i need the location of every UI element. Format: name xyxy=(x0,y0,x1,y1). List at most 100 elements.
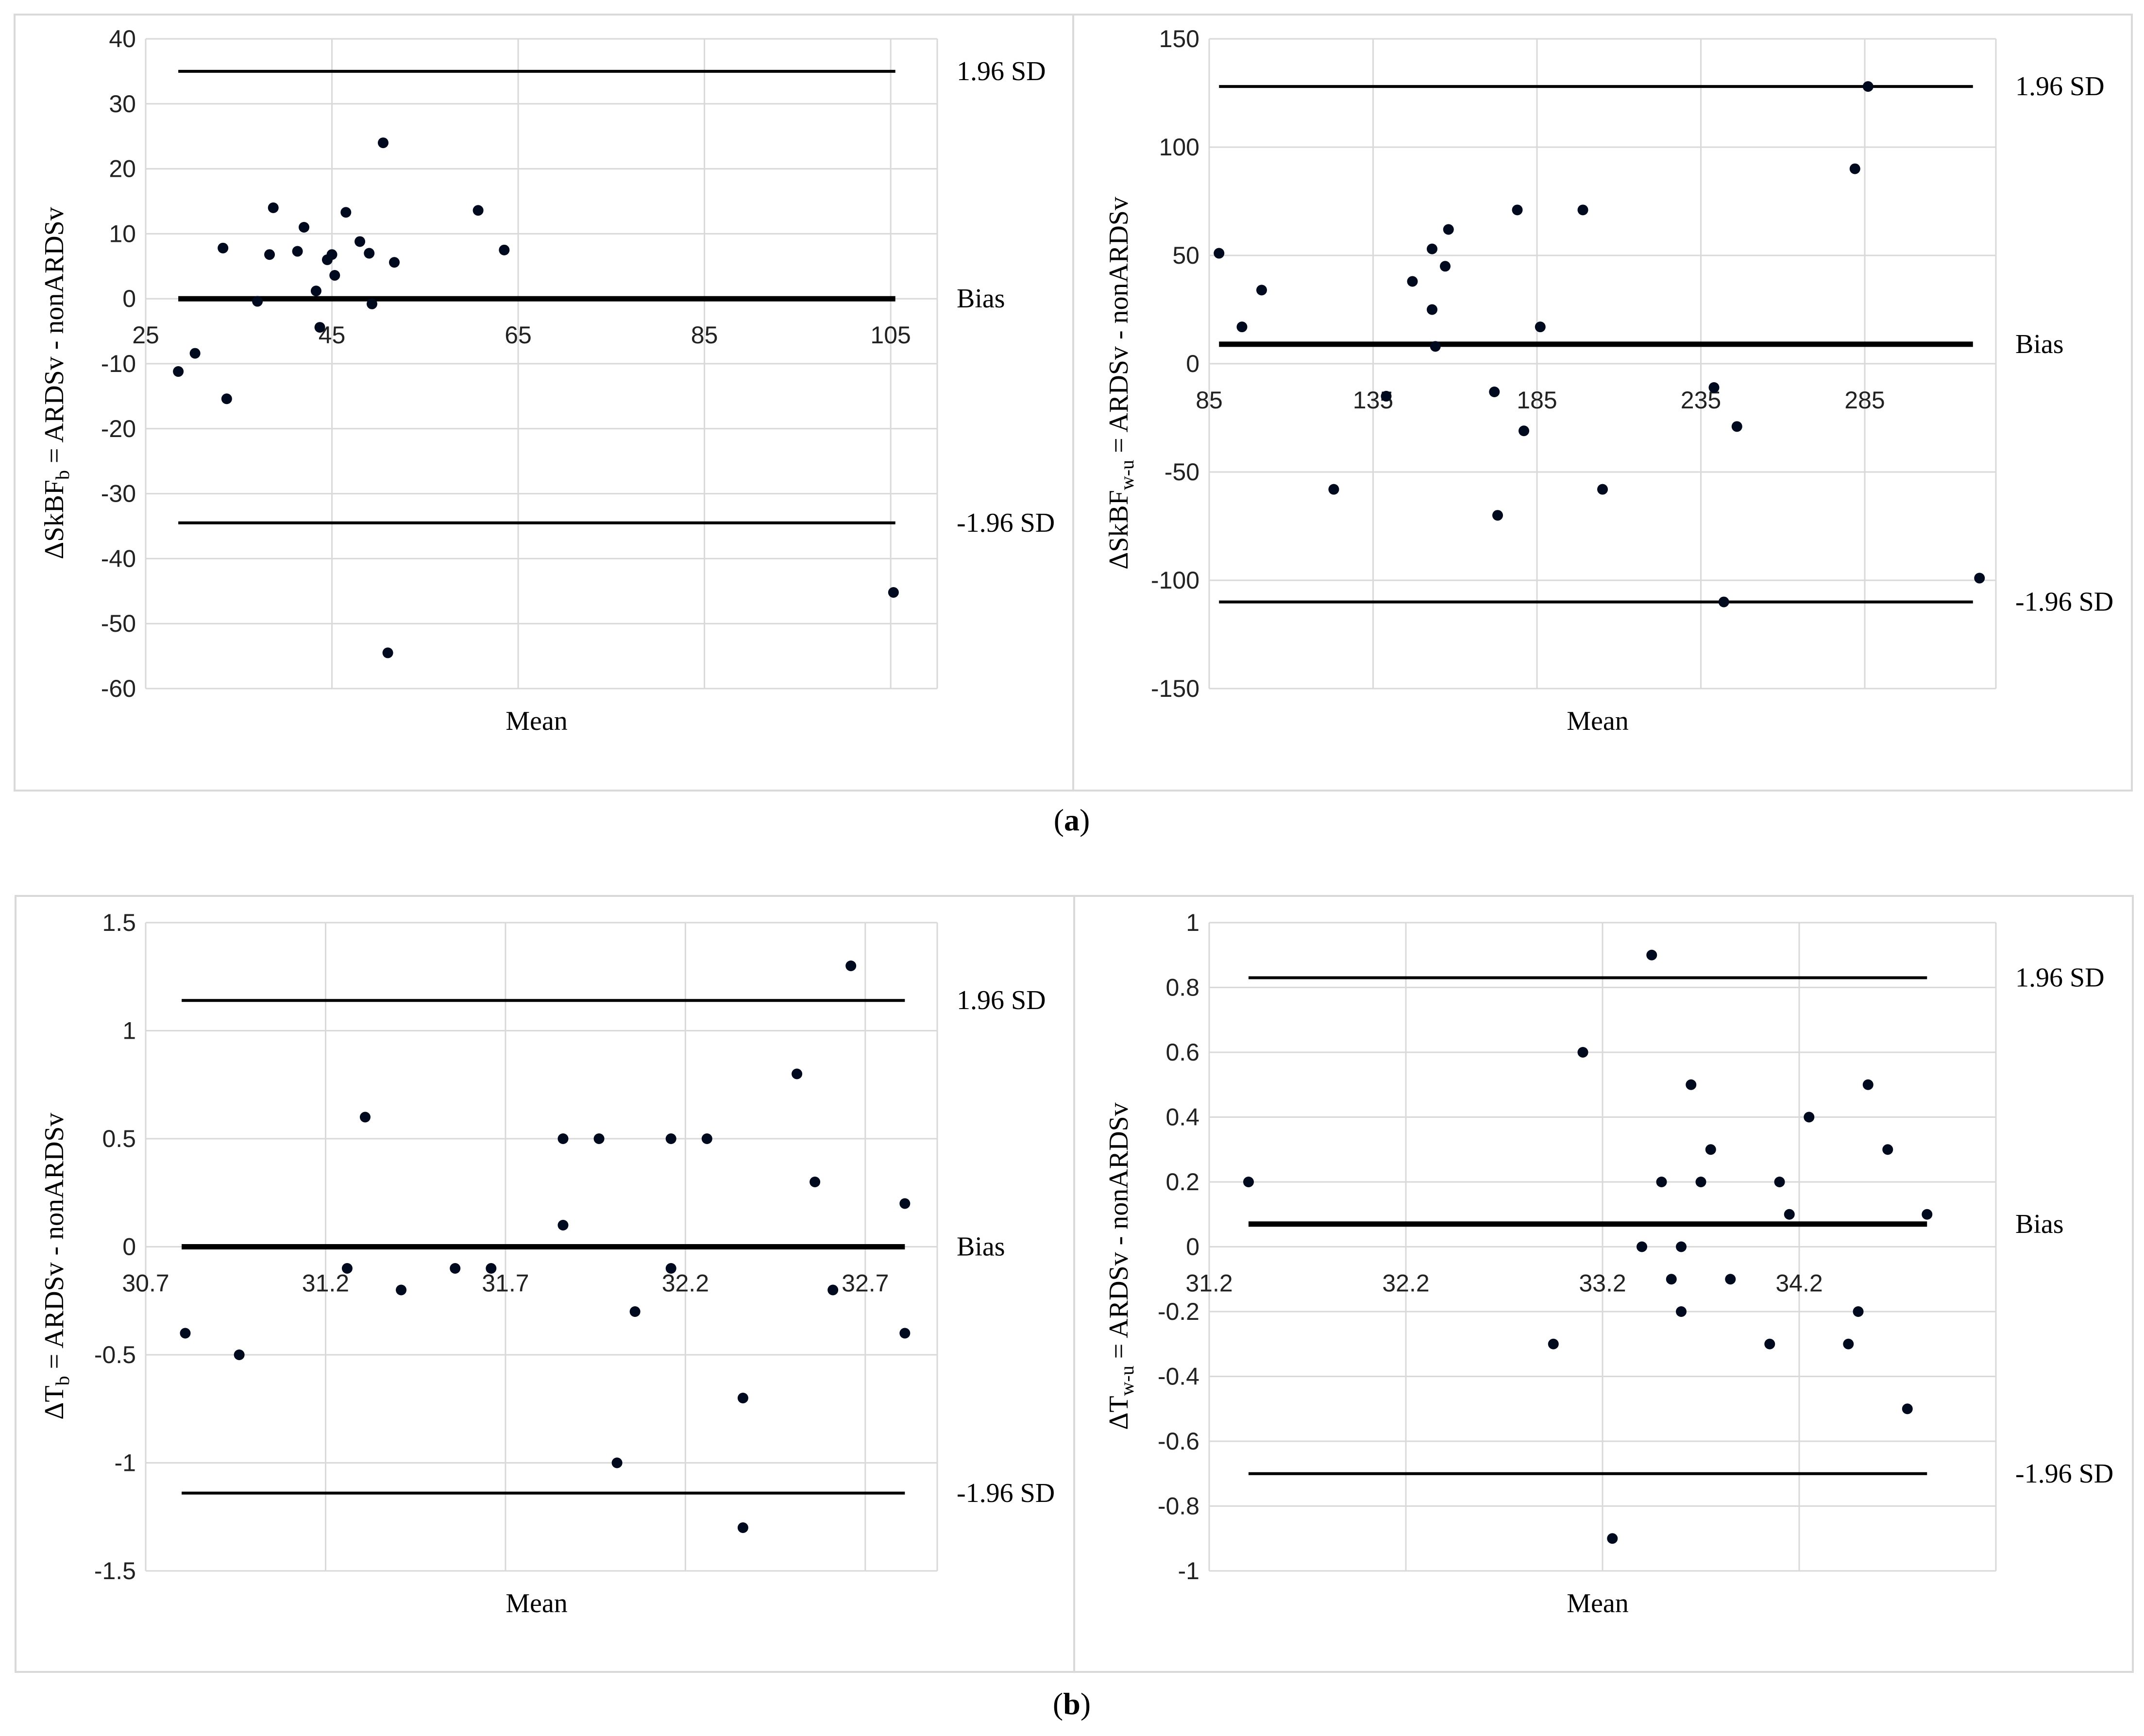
reference-line-label: Bias xyxy=(957,1232,1005,1262)
x-tick-label: 65 xyxy=(505,321,532,349)
data-point xyxy=(1548,1338,1559,1349)
data-point xyxy=(1804,1112,1815,1123)
data-point xyxy=(396,1284,407,1296)
data-point xyxy=(1705,1144,1716,1155)
data-point xyxy=(221,393,232,405)
data-point xyxy=(845,961,857,971)
data-point xyxy=(382,647,393,658)
y-tick-label: -150 xyxy=(1151,675,1199,702)
y-tick-label: 30 xyxy=(109,90,136,118)
data-point xyxy=(1843,1338,1854,1349)
data-point xyxy=(364,248,375,259)
y-tick-label: 10 xyxy=(109,220,136,247)
y-axis-title: ΔTw-u = ARDSv - nonARDSv xyxy=(1104,1102,1138,1430)
panel-label-b: (b) xyxy=(1053,1686,1091,1721)
x-tick-label: 31.2 xyxy=(302,1270,349,1297)
chart-b-left: -1.5 -1 -0.5 0 0.5 1 1.5 30.7 31.2 31.7 32.2 32.7 1.… xyxy=(39,909,1055,1618)
data-point xyxy=(1686,1079,1697,1090)
y-tick-label: -30 xyxy=(101,480,136,507)
data-point xyxy=(1862,81,1874,92)
data-point xyxy=(310,286,321,297)
x-axis-title: Mean xyxy=(1567,1588,1629,1618)
data-point xyxy=(1243,1177,1254,1187)
y-tick-label: 0 xyxy=(1186,1233,1199,1261)
y-tick-label: 0.4 xyxy=(1165,1104,1199,1131)
x-tick-label: 33.2 xyxy=(1579,1270,1626,1297)
data-point xyxy=(1430,341,1441,352)
data-point xyxy=(899,1328,911,1339)
data-point xyxy=(1774,1177,1785,1187)
data-point xyxy=(1902,1403,1913,1415)
x-tick-label: 32.2 xyxy=(662,1270,709,1297)
x-axis-title: Mean xyxy=(506,706,568,736)
data-point xyxy=(888,587,899,598)
y-tick-label: 0 xyxy=(122,1233,136,1261)
x-tick-label: 30.7 xyxy=(122,1270,169,1297)
reference-line-label: Bias xyxy=(2015,1209,2064,1239)
data-point xyxy=(1236,321,1248,333)
data-point xyxy=(366,298,377,309)
data-point xyxy=(1381,390,1392,402)
data-point xyxy=(1922,1209,1933,1220)
x-tick-label: 34.2 xyxy=(1775,1270,1823,1297)
data-point xyxy=(264,249,275,260)
y-tick-label: -1 xyxy=(115,1449,136,1477)
data-point xyxy=(252,296,263,307)
data-point xyxy=(329,270,340,281)
data-point xyxy=(473,205,484,216)
reference-line-label: 1.96 SD xyxy=(957,985,1046,1015)
data-point xyxy=(1637,1241,1647,1252)
data-point xyxy=(737,1393,748,1403)
y-axis-title: ΔTb = ARDSv - nonARDSv xyxy=(39,1112,73,1419)
x-tick-label: 31.2 xyxy=(1185,1270,1232,1297)
frame-b-right xyxy=(1073,895,2134,1673)
y-tick-label: 40 xyxy=(109,25,136,52)
y-tick-label: -0.5 xyxy=(94,1341,136,1368)
data-point xyxy=(1862,1079,1874,1090)
data-point xyxy=(701,1133,712,1144)
data-point xyxy=(340,207,352,218)
y-tick-label: -0.6 xyxy=(1158,1428,1199,1455)
data-point xyxy=(268,202,279,213)
data-point xyxy=(173,366,184,377)
data-point xyxy=(1708,382,1720,393)
y-tick-label: 0.6 xyxy=(1165,1039,1199,1066)
reference-line-label: -1.96 SD xyxy=(2015,587,2113,617)
data-point xyxy=(1427,304,1437,315)
data-point xyxy=(378,137,388,149)
data-point xyxy=(1577,204,1588,216)
y-tick-label: 0.2 xyxy=(1165,1168,1199,1196)
x-tick-label: 85 xyxy=(1196,387,1223,414)
y-tick-label: 1 xyxy=(122,1017,136,1045)
data-point xyxy=(810,1177,821,1187)
data-point xyxy=(1535,321,1546,333)
data-point xyxy=(1718,596,1729,607)
data-point xyxy=(1974,573,1985,584)
data-point xyxy=(1607,1533,1618,1544)
data-point xyxy=(1577,1047,1588,1058)
data-point xyxy=(389,257,400,268)
reference-line-label: -1.96 SD xyxy=(2015,1459,2113,1489)
data-point xyxy=(189,348,201,359)
data-point xyxy=(1328,484,1339,495)
data-point xyxy=(486,1263,497,1274)
y-tick-label: -0.2 xyxy=(1158,1298,1199,1325)
data-point xyxy=(299,222,309,233)
data-point xyxy=(629,1306,641,1317)
data-point xyxy=(341,1263,353,1274)
reference-line-label: Bias xyxy=(957,284,1005,314)
data-point xyxy=(1676,1241,1687,1252)
y-tick-label: 50 xyxy=(1172,242,1199,269)
y-tick-label: -40 xyxy=(101,545,136,572)
data-point xyxy=(1443,224,1454,235)
data-point xyxy=(1784,1209,1795,1220)
y-axis-title: ΔSkBFb = ARDSv - nonARDSv xyxy=(39,207,73,559)
data-point xyxy=(1407,276,1418,287)
data-point xyxy=(1725,1274,1736,1285)
data-point xyxy=(557,1133,569,1144)
data-point xyxy=(292,246,303,257)
chart-b-right: -1 -0.8 -0.6 -0.4 -0.2 0 0.2 0.4 0.6 0.8 1 31.2 32.2… xyxy=(1104,909,2113,1618)
y-tick-label: -50 xyxy=(1165,458,1199,486)
data-point xyxy=(1427,243,1437,254)
